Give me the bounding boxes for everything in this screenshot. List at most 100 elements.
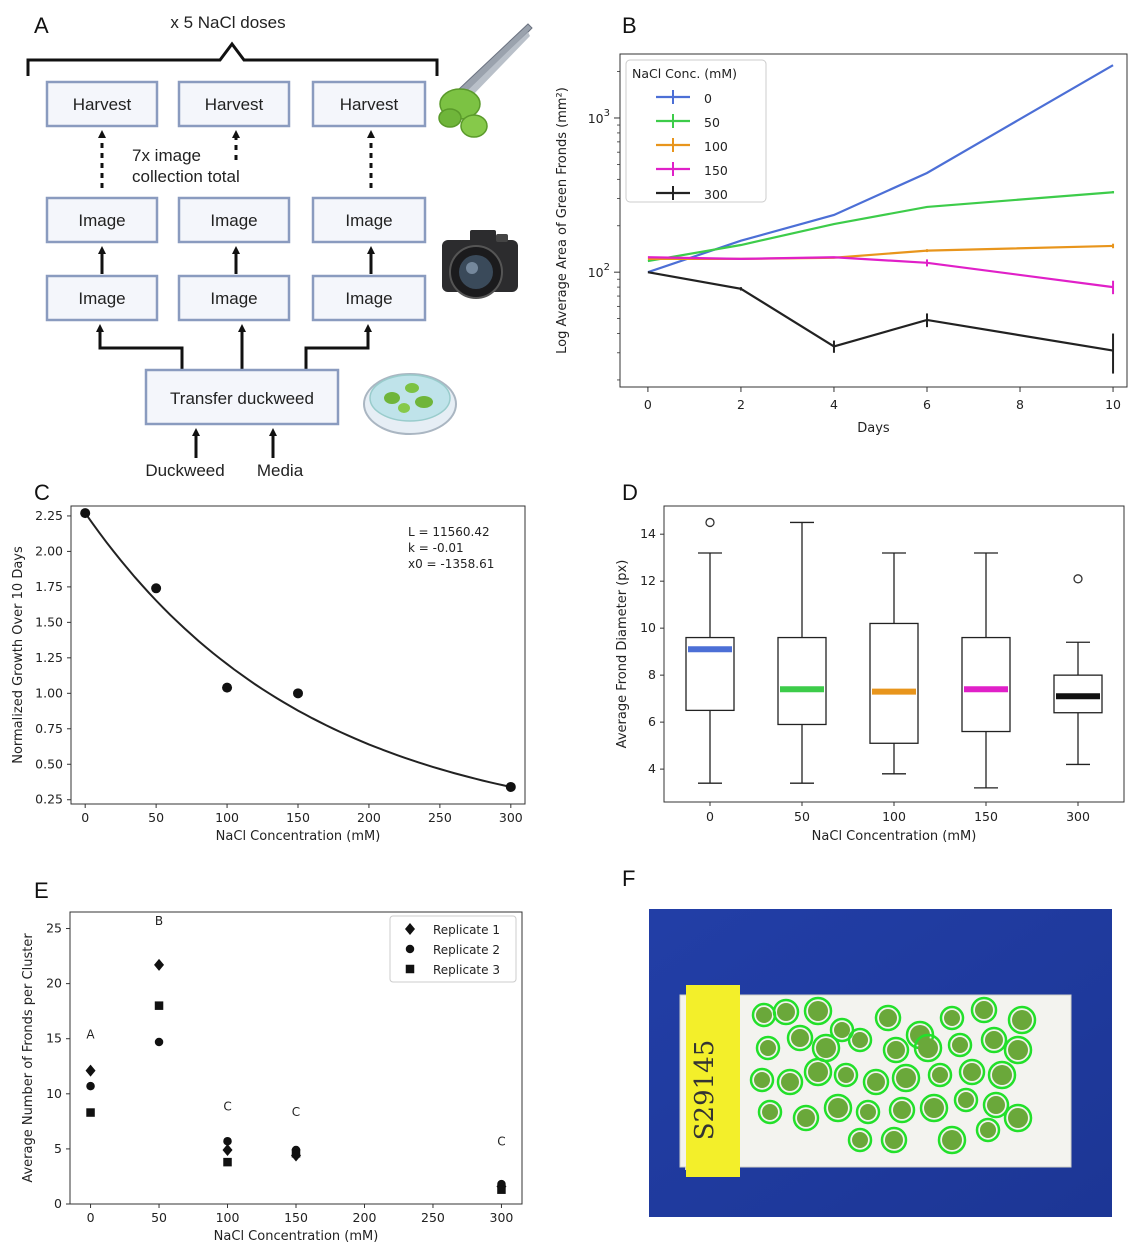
y-axis-label: Normalized Growth Over 10 Days bbox=[11, 546, 26, 764]
y-tick-label: 6 bbox=[648, 714, 656, 729]
legend-label-300: 300 bbox=[704, 187, 728, 202]
frond bbox=[887, 1041, 905, 1059]
frond bbox=[754, 1072, 770, 1088]
series-line-300 bbox=[647, 271, 1114, 352]
frond bbox=[932, 1067, 948, 1083]
frond bbox=[885, 1131, 903, 1149]
frond bbox=[1012, 1010, 1032, 1030]
frond bbox=[756, 1007, 772, 1023]
frond-detection-ring bbox=[847, 1127, 873, 1153]
panel-d: D 4 6 8 10 12 14 0 50 100 150 300 NaCl Concentratio… bbox=[615, 480, 1125, 844]
outlier-point bbox=[705, 517, 715, 528]
frond bbox=[918, 1038, 938, 1058]
series-line-150 bbox=[647, 256, 1114, 289]
y-tick-label: 1.50 bbox=[35, 614, 63, 629]
marker-circle bbox=[223, 1136, 232, 1146]
frond-detection-ring bbox=[803, 1057, 833, 1087]
x-tick-label: 8 bbox=[1016, 397, 1024, 412]
frond bbox=[896, 1068, 916, 1088]
legend-box bbox=[389, 915, 517, 983]
box bbox=[869, 622, 919, 744]
legend-label-0: 0 bbox=[704, 91, 712, 106]
fit-annotation: L = 11560.42 bbox=[408, 525, 490, 539]
frond-detection-ring bbox=[937, 1125, 967, 1155]
marker-diamond bbox=[405, 923, 415, 935]
outlier-point bbox=[1073, 574, 1083, 584]
frond-detection-ring bbox=[939, 1005, 965, 1031]
frond-detection-ring bbox=[953, 1087, 979, 1113]
frond bbox=[963, 1063, 981, 1081]
harvest-box-2 bbox=[177, 80, 291, 128]
x-tick-label: 150 bbox=[286, 810, 310, 825]
frond bbox=[808, 1001, 828, 1021]
panel-f: F S29145 bbox=[622, 866, 1112, 1217]
frond-detection-ring bbox=[880, 1126, 908, 1154]
camera-icon bbox=[442, 230, 518, 299]
frond-detection-ring bbox=[1003, 1035, 1033, 1065]
frond bbox=[992, 1065, 1012, 1085]
panel-label-f: F bbox=[622, 866, 635, 891]
frond bbox=[781, 1073, 799, 1091]
legend-title: NaCl Conc. (mM) bbox=[632, 66, 737, 81]
marker-square bbox=[86, 1108, 95, 1117]
x-tick-label: 0 bbox=[81, 810, 89, 825]
frond-detection-ring bbox=[980, 1026, 1008, 1054]
y-tick-label: 0 bbox=[54, 1196, 62, 1211]
panel-label-d: D bbox=[622, 480, 638, 505]
image-label-2a: Image bbox=[210, 211, 257, 230]
y-tick-label: 12 bbox=[640, 573, 656, 588]
x-axis-label: NaCl Concentration (mM) bbox=[214, 1229, 379, 1244]
fit-annotation: k = -0.01 bbox=[408, 541, 464, 555]
x-tick-label: 100 bbox=[882, 809, 906, 824]
frond bbox=[816, 1038, 836, 1058]
y-tick-label: 1.75 bbox=[35, 579, 63, 594]
tag-handwriting: S29145 bbox=[690, 1040, 720, 1141]
legend-label: Replicate 1 bbox=[433, 923, 500, 937]
chart-b: 0 2 4 6 8 10 102 103 Days Log Average Area of Gre… bbox=[555, 59, 1121, 436]
x-tick-label: 150 bbox=[284, 1210, 308, 1225]
legend-e: Replicate 1 Replicate 2 Replicate 3 bbox=[389, 915, 517, 983]
frond-detection-ring bbox=[927, 1062, 953, 1088]
marker-square bbox=[405, 964, 415, 974]
yellow-tape-tag bbox=[686, 985, 740, 1177]
y-tick-label: 103 bbox=[588, 108, 610, 126]
image-box-2b bbox=[177, 274, 291, 322]
y-tick-label: 4 bbox=[648, 761, 656, 776]
y-axis-label: Average Frond Diameter (px) bbox=[615, 560, 630, 749]
frond bbox=[808, 1062, 828, 1082]
frond bbox=[760, 1040, 776, 1056]
x-tick-label: 10 bbox=[1105, 397, 1121, 412]
significance-letter: C bbox=[497, 1135, 505, 1149]
connector-to-image-3 bbox=[304, 324, 372, 370]
tweezers-with-duckweed-icon bbox=[438, 23, 533, 138]
marker-square bbox=[291, 1149, 301, 1158]
frond bbox=[980, 1122, 996, 1138]
data-point bbox=[505, 781, 516, 792]
frond bbox=[1008, 1040, 1028, 1060]
legend-label-50: 50 bbox=[704, 115, 720, 130]
box bbox=[777, 636, 827, 726]
frond bbox=[797, 1109, 815, 1127]
significance-letter: C bbox=[292, 1105, 300, 1119]
frond-detection-ring bbox=[749, 1067, 775, 1093]
legend-label-100: 100 bbox=[704, 139, 728, 154]
fit-curve bbox=[84, 512, 512, 788]
frond-detection-ring bbox=[882, 1036, 910, 1064]
x-axis-label: NaCl Concentration (mM) bbox=[216, 829, 381, 844]
panel-b: B 0 2 4 6 8 10 102 103 Days Log Average Area of G… bbox=[555, 13, 1128, 436]
frond bbox=[852, 1132, 868, 1148]
x-tick-label: 300 bbox=[1066, 809, 1090, 824]
panel-c: C 0 50 100 150 200 250 300 0.25 0.50 0.75 1.00 1.25… bbox=[11, 480, 526, 844]
chart-c: 0 50 100 150 200 250 300 0.25 0.50 0.75 1.00 1.25 1.… bbox=[11, 508, 523, 844]
significance-letter: B bbox=[155, 914, 163, 928]
x-tick-label: 100 bbox=[215, 810, 239, 825]
frond bbox=[867, 1073, 885, 1091]
data-point bbox=[80, 508, 91, 519]
connector-to-image-1 bbox=[96, 324, 184, 370]
frond bbox=[987, 1096, 1005, 1114]
image-label-1a: Image bbox=[78, 211, 125, 230]
frond-detection-ring bbox=[1003, 1103, 1033, 1133]
x-tick-label: 0 bbox=[706, 809, 714, 824]
y-tick-label: 8 bbox=[648, 667, 656, 682]
frond-detection-ring bbox=[891, 1063, 921, 1093]
